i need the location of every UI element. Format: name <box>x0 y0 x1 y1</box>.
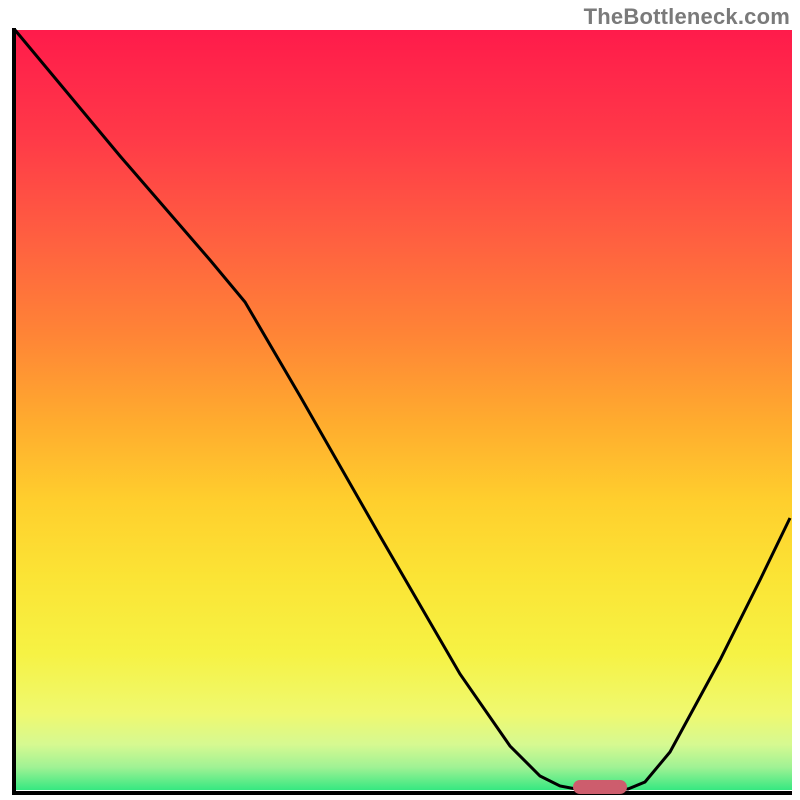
plot-gradient-background <box>12 30 792 790</box>
chart-container: TheBottleneck.com <box>0 0 800 800</box>
optimal-range-marker <box>573 780 627 794</box>
y-axis <box>12 28 16 793</box>
x-axis <box>12 791 792 795</box>
watermark-text: TheBottleneck.com <box>584 4 790 30</box>
